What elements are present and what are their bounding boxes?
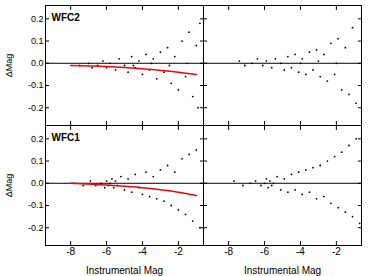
svg-text:-0.2: -0.2 [28,223,44,233]
svg-text:-8: -8 [224,246,233,257]
svg-text:Instrumental Mag: Instrumental Mag [244,265,321,276]
svg-text:-0.2: -0.2 [28,103,44,113]
svg-text:-4: -4 [296,246,305,257]
svg-text:ΔMag: ΔMag [4,54,14,78]
svg-text:Instrumental Mag: Instrumental Mag [86,265,163,276]
svg-text:ΔMag: ΔMag [4,174,14,198]
svg-text:-8: -8 [66,246,75,257]
svg-text:-4: -4 [138,246,147,257]
svg-text:-6: -6 [102,246,111,257]
svg-text:0.1: 0.1 [31,36,44,46]
svg-text:-2: -2 [332,246,341,257]
svg-text:0.2: 0.2 [31,14,44,24]
svg-text:0.2: 0.2 [31,134,44,144]
svg-text:0.0: 0.0 [31,178,44,188]
svg-text:WFC2: WFC2 [52,12,81,23]
svg-text:0.1: 0.1 [31,156,44,166]
svg-text:0.0: 0.0 [31,58,44,68]
svg-text:-0.1: -0.1 [28,200,44,210]
svg-text:-6: -6 [260,246,269,257]
svg-text:-0.1: -0.1 [28,80,44,90]
svg-text:WFC1: WFC1 [52,132,81,143]
svg-text:-2: -2 [174,246,183,257]
